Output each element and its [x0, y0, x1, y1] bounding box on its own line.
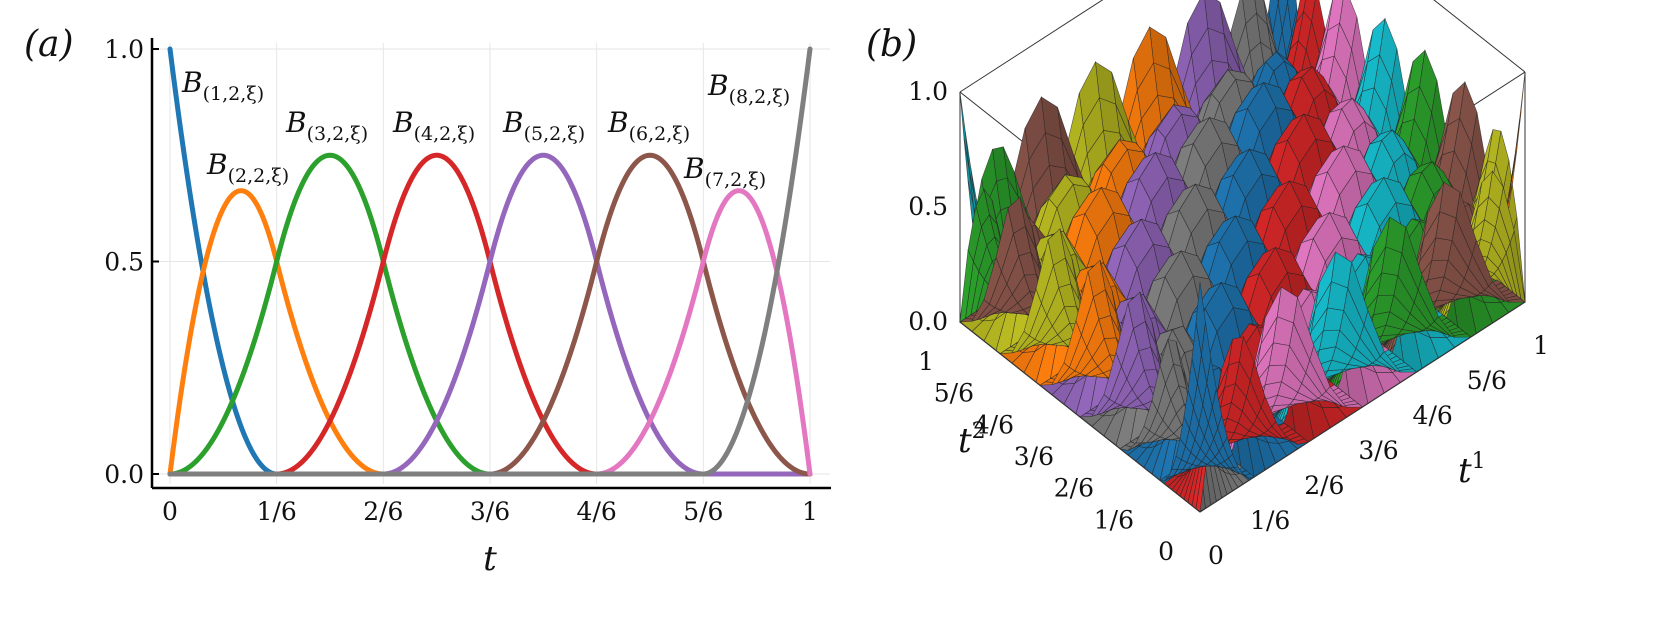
box-edge	[959, 0, 1104, 93]
surface-facet	[959, 91, 970, 171]
curve-labels: B(1,2,ξ) B(2,2,ξ)B(3,2,ξ) B(4,2,ξ) B(5,2,ξ)…	[181, 66, 790, 191]
panel-a-label: (a)	[24, 24, 74, 65]
x-tick-label: 5/6	[683, 497, 723, 526]
panel-b-surface-plot: 01/62/63/64/65/6101/62/63/64/65/610.00.5…	[908, 0, 1549, 570]
basis-curves	[167, 46, 813, 477]
y-tick-label: 0.0	[104, 460, 144, 489]
x-tick-label: 0	[162, 497, 178, 526]
series-label-3: B(3,2,ξ)	[285, 106, 368, 145]
y-tick-label: 1.0	[104, 35, 144, 64]
series-label-4: B(4,2,ξ)	[392, 106, 475, 145]
x-tick-label: 2/6	[363, 497, 403, 526]
x-tick-label: 1	[802, 497, 818, 526]
box-edge	[1433, 0, 1526, 73]
series-label-7: B(7,2,ξ)	[683, 152, 766, 191]
series-label-8: B(8,2,ξ)	[707, 69, 790, 108]
x-tick-label: 4/6	[577, 497, 617, 526]
x-tick-label: 1/6	[257, 497, 297, 526]
series-label-2: B(2,2,ξ)	[206, 148, 289, 187]
series-line-8	[167, 46, 813, 477]
surface-bumps	[958, 0, 1526, 513]
series-label-5: B(5,2,ξ)	[502, 106, 585, 145]
axes	[150, 38, 831, 490]
tick-labels: 0 1/6 2/6 3/6 4/6 5/6 1 0.0 0.5 1.0	[104, 35, 818, 526]
series-label-1: B(1,2,ξ)	[181, 66, 264, 105]
surface-facet	[963, 138, 974, 206]
x-tick-label: 3/6	[470, 497, 510, 526]
series-label-6: B(6,2,ξ)	[607, 106, 690, 145]
panel-a-line-chart: 0 1/6 2/6 3/6 4/6 5/6 1 0.0 0.5 1.0 B(1,2,ξ) B(2,2…	[104, 35, 831, 579]
panel-b-label: (b)	[866, 24, 917, 65]
y-tick-label: 0.5	[104, 248, 144, 277]
x-axis-title: t	[483, 539, 497, 579]
